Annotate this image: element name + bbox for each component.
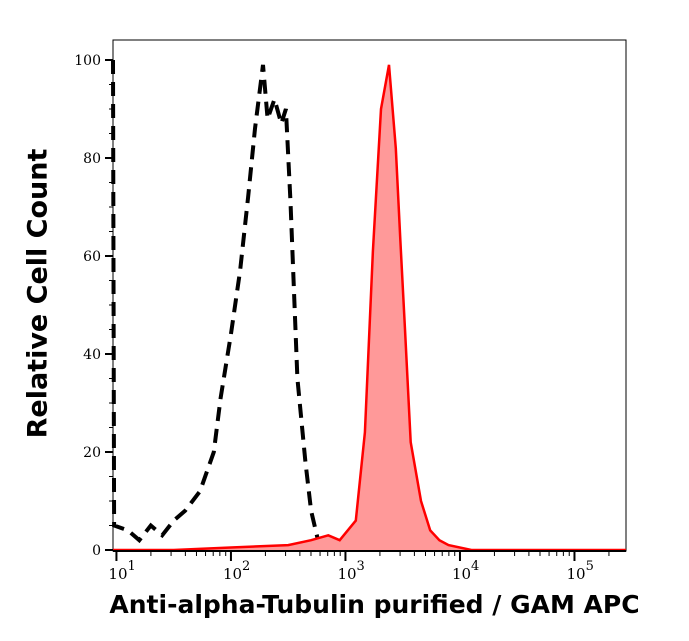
y-tick-label: 0 <box>92 543 101 559</box>
x-tick-label: 105 <box>566 559 593 583</box>
x-axis-label: Anti-alpha-Tubulin purified / GAM APC <box>109 590 640 619</box>
y-tick-label: 40 <box>83 347 101 363</box>
y-tick-label: 60 <box>83 249 101 265</box>
y-tick-label: 100 <box>74 53 101 69</box>
series-line-control <box>111 59 330 552</box>
series-line-stained <box>113 64 626 552</box>
x-tick-label: 101 <box>108 559 135 583</box>
y-tick-label: 20 <box>83 445 101 461</box>
y-axis-label: Relative Cell Count <box>22 148 54 439</box>
x-tick-label: 104 <box>452 559 479 583</box>
x-tick-label: 102 <box>223 559 250 583</box>
y-tick-label: 80 <box>83 151 101 167</box>
series-fill-stained <box>113 64 626 552</box>
x-tick-label: 103 <box>337 559 364 583</box>
